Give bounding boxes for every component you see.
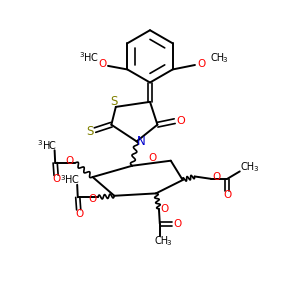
Text: C: C	[49, 140, 55, 151]
Text: O: O	[148, 154, 157, 164]
Text: S: S	[110, 95, 117, 108]
Text: O: O	[75, 209, 83, 219]
Text: O: O	[212, 172, 220, 182]
Text: H: H	[84, 52, 92, 63]
Text: 3: 3	[167, 240, 171, 246]
Text: H: H	[43, 140, 50, 151]
Text: O: O	[65, 156, 74, 166]
Text: O: O	[160, 204, 168, 214]
Text: N: N	[137, 135, 146, 148]
Text: 3: 3	[253, 166, 257, 172]
Text: O: O	[88, 194, 96, 204]
Text: O: O	[173, 219, 182, 229]
Text: S: S	[86, 125, 93, 138]
Text: C: C	[71, 175, 78, 185]
Text: 3: 3	[79, 52, 83, 59]
Text: O: O	[98, 59, 106, 69]
Text: H: H	[65, 175, 73, 185]
Text: C: C	[90, 52, 97, 63]
Text: O: O	[176, 116, 185, 126]
Text: 3: 3	[60, 175, 64, 181]
Text: CH: CH	[210, 52, 224, 63]
Text: O: O	[197, 59, 206, 69]
Text: O: O	[224, 190, 232, 200]
Text: CH: CH	[240, 162, 255, 172]
Text: 3: 3	[222, 57, 227, 63]
Text: 3: 3	[38, 140, 42, 146]
Text: CH: CH	[154, 236, 168, 246]
Text: O: O	[52, 174, 61, 184]
